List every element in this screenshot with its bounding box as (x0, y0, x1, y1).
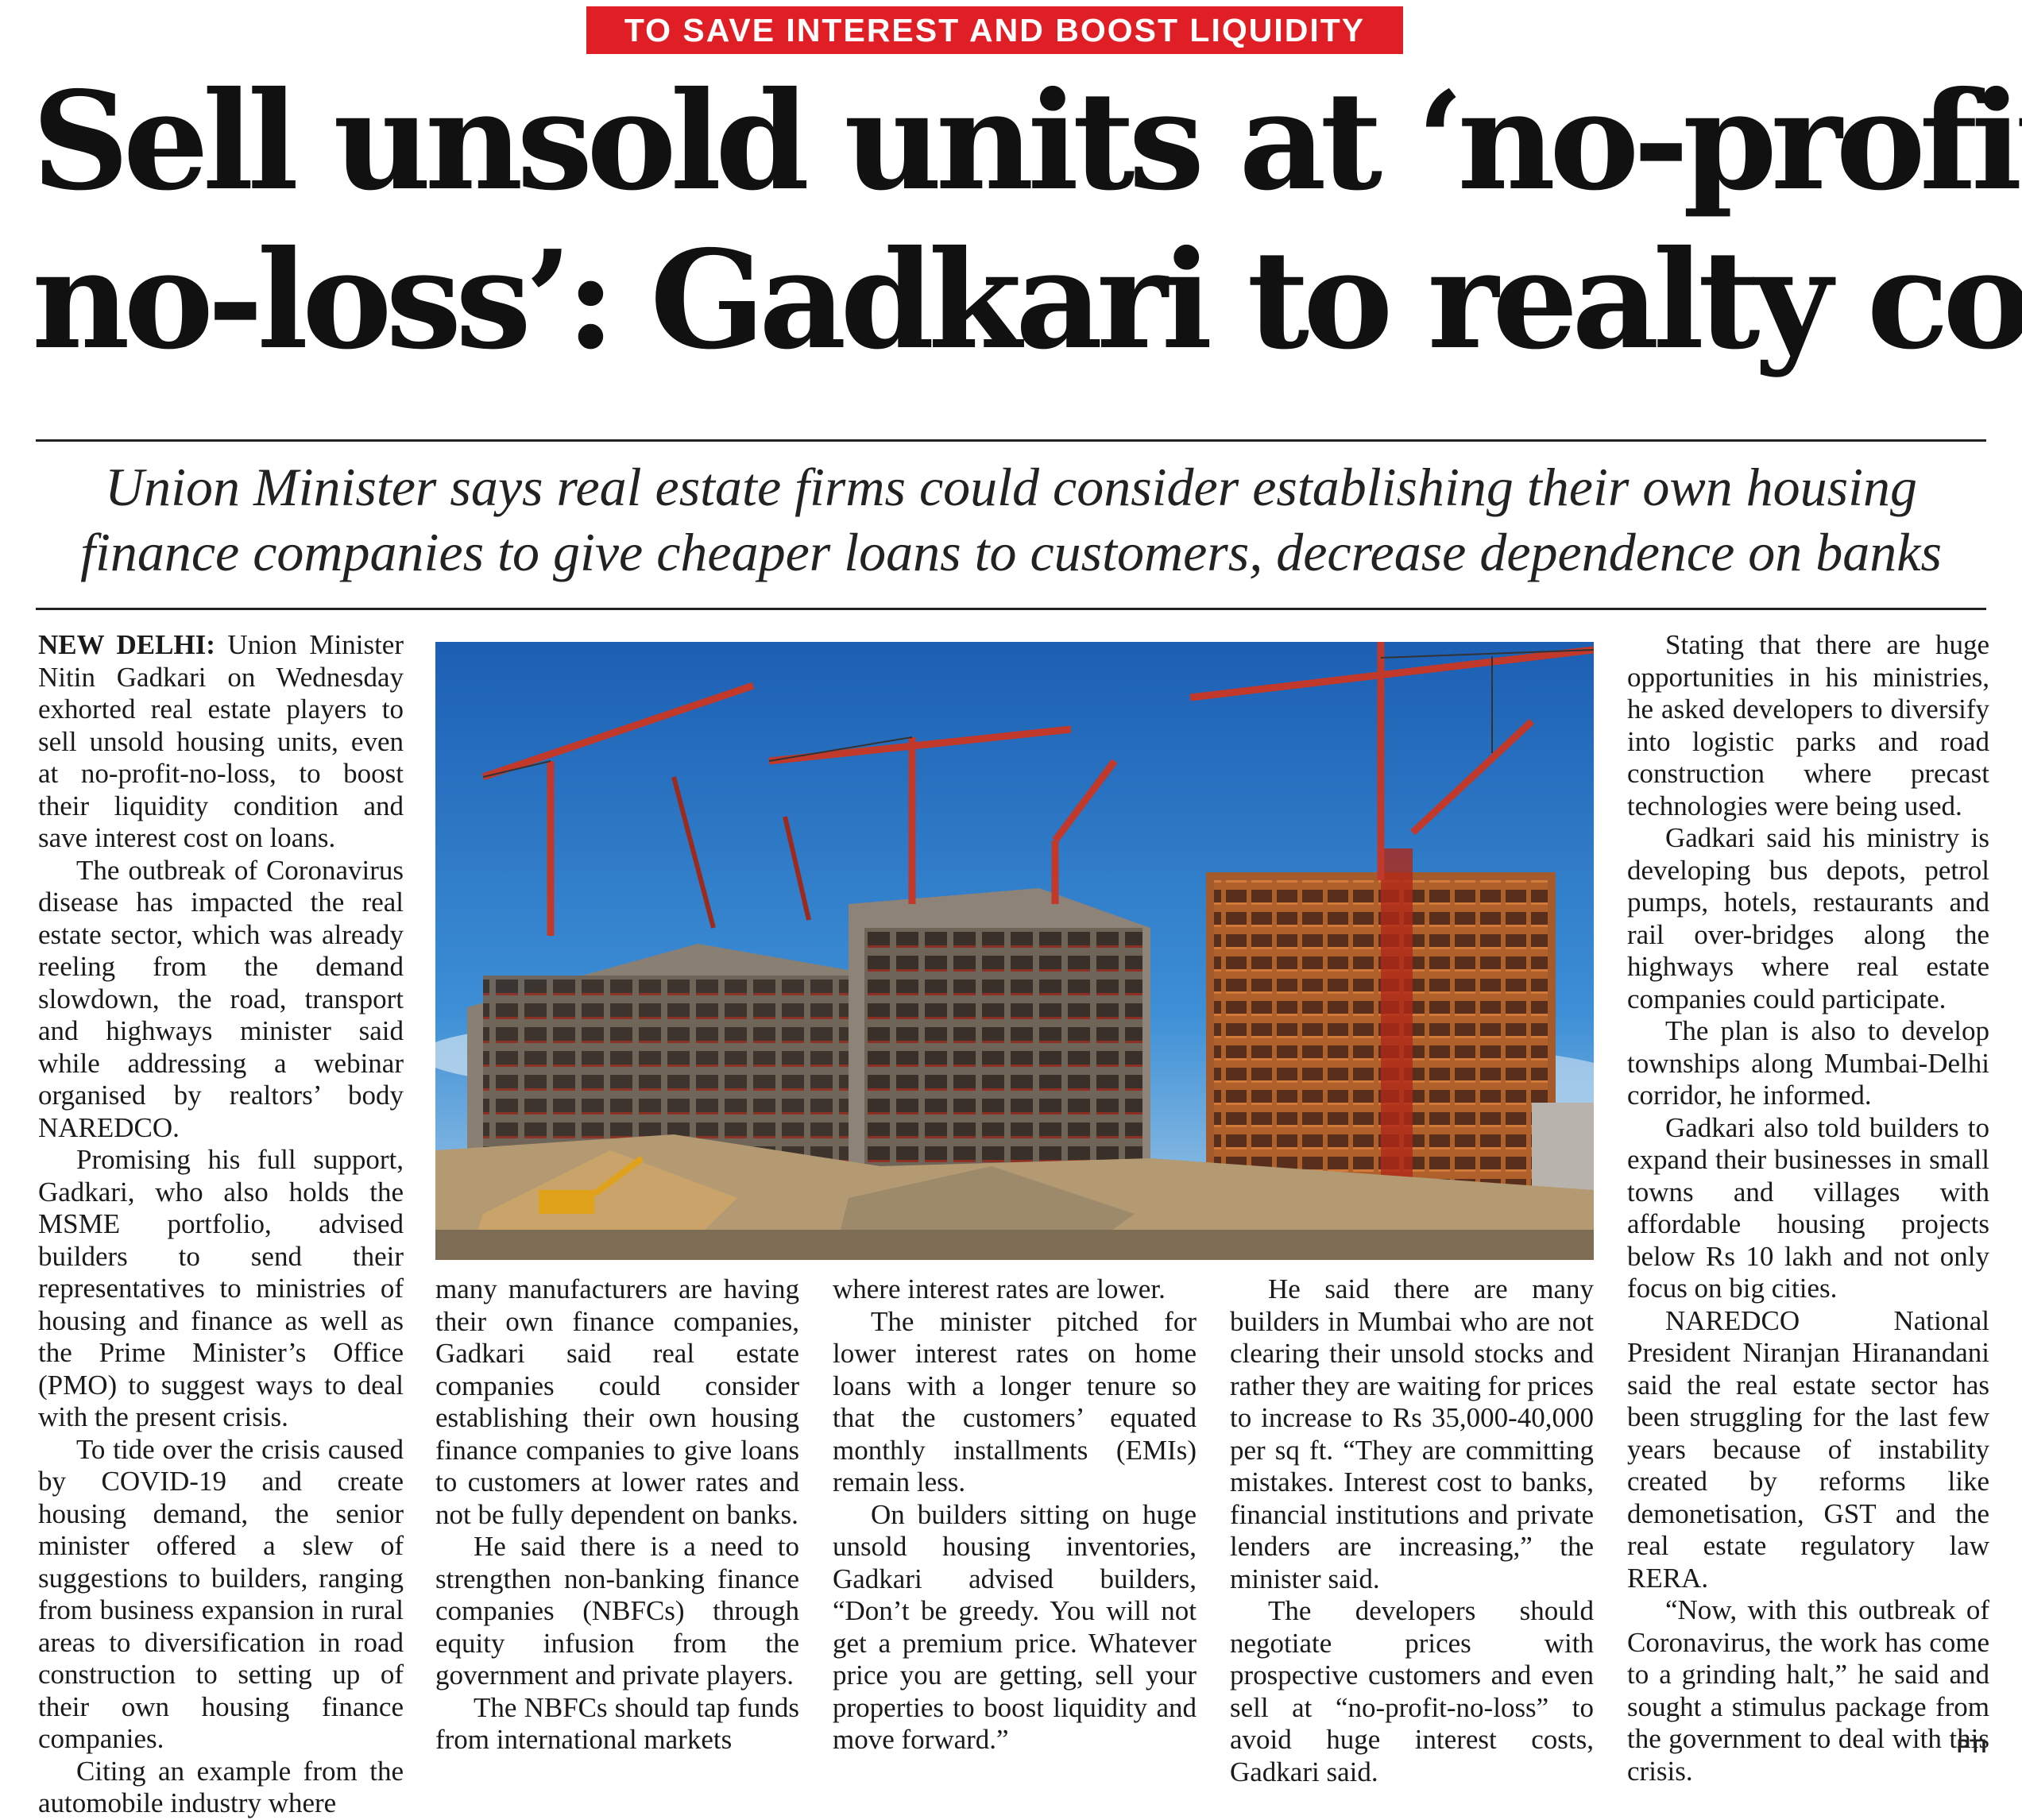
paragraph: He said there are many builders in Mumba… (1230, 1273, 1594, 1594)
paragraph: “Now, with this outbreak of Coronavirus,… (1627, 1594, 1989, 1787)
paragraph: Gadkari said his ministry is developing … (1627, 822, 1989, 1014)
kicker-text: TO SAVE INTEREST AND BOOST LIQUIDITY (624, 11, 1366, 48)
headline-line-2: no-loss’: Gadkari to realty cos (32, 221, 2022, 380)
article-column-2: many manufacturers are having their own … (435, 1273, 799, 1756)
agency-credit: PTI (1957, 1736, 1987, 1757)
paragraph: Citing an example from the automobile in… (38, 1755, 404, 1819)
article-column-4: He said there are many builders in Mumba… (1230, 1273, 1594, 1788)
paragraph: The plan is also to develop townships al… (1627, 1015, 1989, 1111)
paragraph: He said there is a need to strengthen no… (435, 1531, 799, 1691)
paragraph: The minister pitched for lower interest … (833, 1305, 1197, 1498)
deck-line-2: finance companies to give cheaper loans … (80, 522, 1942, 582)
paragraph: Promising his full support, Gadkari, who… (38, 1144, 404, 1432)
deck-subheadline: Union Minister says real estate firms co… (36, 454, 1986, 585)
divider-top (36, 439, 1986, 442)
headline: Sell unsold units at ‘no-profit- no-loss… (32, 62, 2022, 380)
kicker-banner: TO SAVE INTEREST AND BOOST LIQUIDITY (586, 6, 1403, 54)
paragraph: The NBFCs should tap funds from internat… (435, 1691, 799, 1756)
article-column-5: Stating that there are huge opportunitie… (1627, 629, 1989, 1787)
paragraph: many manufacturers are having their own … (435, 1273, 799, 1530)
construction-site-photo (435, 642, 1594, 1260)
deck-line-1: Union Minister says real estate firms co… (104, 457, 1918, 517)
article-column-1: NEW DELHI: Union Minister Nitin Gadkari … (38, 629, 404, 1820)
paragraph: On builders sitting on huge unsold housi… (833, 1498, 1197, 1756)
paragraph: To tide over the crisis caused by COVID-… (38, 1433, 404, 1755)
paragraph: where interest rates are lower. (833, 1273, 1166, 1304)
headline-line-1: Sell unsold units at ‘no-profit- (32, 62, 2022, 221)
paragraph: Stating that there are huge opportunitie… (1627, 629, 1989, 821)
paragraph: The developers should negotiate prices w… (1230, 1595, 1594, 1787)
photo-illustration (435, 642, 1594, 1260)
paragraph: The outbreak of Coronavirus disease has … (38, 854, 404, 1143)
divider-bottom (36, 608, 1986, 610)
paragraph: Gadkari also told builders to expand the… (1627, 1111, 1989, 1304)
article-column-3: where interest rates are lower. The mini… (833, 1273, 1197, 1756)
paragraph: NAREDCO National President Niranjan Hira… (1627, 1304, 1989, 1594)
paragraph: NEW DELHI: Union Minister Nitin Gadkari … (38, 629, 404, 853)
dateline: NEW DELHI: (38, 629, 215, 660)
